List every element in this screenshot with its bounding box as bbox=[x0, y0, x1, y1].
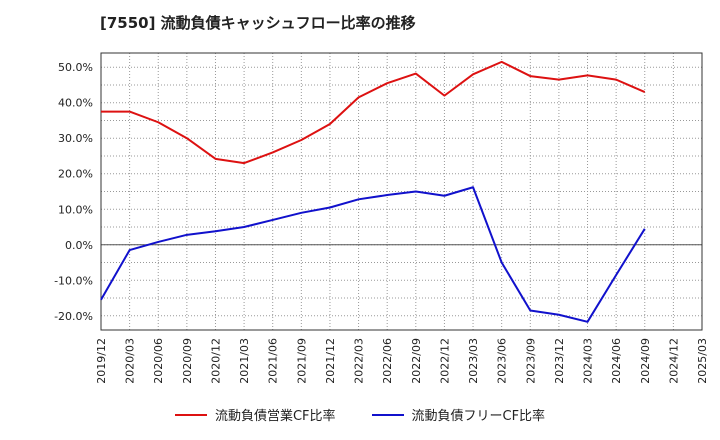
x-tick-label: 2023/09 bbox=[524, 338, 537, 384]
x-tick-label: 2023/06 bbox=[496, 338, 509, 384]
y-tick-label: 20.0% bbox=[58, 168, 93, 181]
x-tick-label: 2021/03 bbox=[238, 338, 251, 384]
y-tick-label: -20.0% bbox=[54, 310, 93, 323]
series-line-1 bbox=[100, 186, 646, 323]
x-tick-label: 2023/03 bbox=[467, 338, 480, 384]
x-tick-label: 2022/09 bbox=[410, 338, 423, 384]
legend-item-operating-cf: 流動負債営業CF比率 bbox=[174, 405, 336, 424]
y-tick-label: -10.0% bbox=[54, 274, 93, 287]
legend: 流動負債営業CF比率 流動負債フリーCF比率 bbox=[0, 405, 720, 424]
x-tick-label: 2022/12 bbox=[438, 338, 451, 384]
x-tick-label: 2020/06 bbox=[152, 338, 165, 384]
x-tick-label: 2024/12 bbox=[667, 338, 680, 384]
y-tick-label: 0.0% bbox=[65, 239, 93, 252]
x-tick-label: 2020/09 bbox=[181, 338, 194, 384]
x-tick-label: 2025/03 bbox=[696, 338, 709, 384]
x-tick-label: 2022/03 bbox=[353, 338, 366, 384]
legend-label-free-cf: 流動負債フリーCF比率 bbox=[411, 409, 546, 424]
x-tick-label: 2024/09 bbox=[639, 338, 652, 384]
y-tick-label: 50.0% bbox=[58, 61, 93, 74]
y-tick-label: 10.0% bbox=[58, 203, 93, 216]
x-tick-label: 2021/12 bbox=[324, 338, 337, 384]
x-tick-label: 2019/12 bbox=[95, 338, 108, 384]
y-tick-label: 30.0% bbox=[58, 132, 93, 145]
x-tick-label: 2024/06 bbox=[610, 338, 623, 384]
legend-swatch-free-cf bbox=[371, 413, 404, 416]
x-tick-label: 2021/09 bbox=[295, 338, 308, 384]
plot-frame bbox=[100, 52, 703, 331]
x-tick-label: 2020/03 bbox=[124, 338, 137, 384]
series-line-0 bbox=[101, 60, 646, 165]
legend-label-operating-cf: 流動負債営業CF比率 bbox=[214, 409, 336, 424]
x-tick-label: 2023/12 bbox=[553, 338, 566, 384]
x-tick-label: 2020/12 bbox=[209, 338, 222, 384]
legend-swatch-operating-cf bbox=[174, 413, 207, 416]
chart-title: [7550] 流動負債キャッシュフロー比率の推移 bbox=[100, 14, 416, 32]
legend-item-free-cf: 流動負債フリーCF比率 bbox=[371, 405, 546, 424]
x-tick-label: 2022/06 bbox=[381, 338, 394, 384]
x-tick-label: 2021/06 bbox=[267, 338, 280, 384]
x-tick-label: 2024/03 bbox=[582, 338, 595, 384]
y-tick-label: 40.0% bbox=[58, 97, 93, 110]
